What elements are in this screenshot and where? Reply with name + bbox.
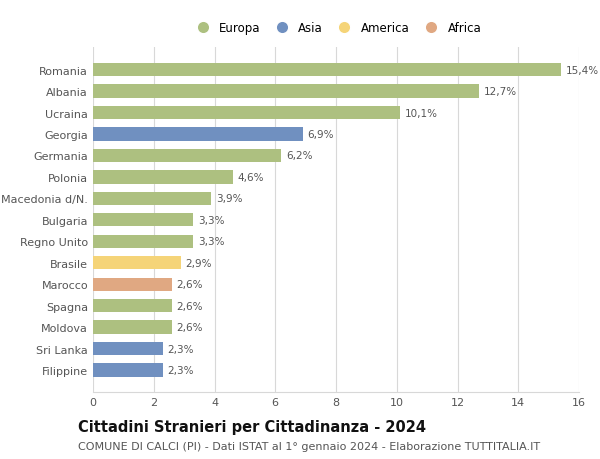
Bar — [93, 192, 211, 206]
Bar — [93, 128, 302, 141]
Text: 2,6%: 2,6% — [176, 322, 203, 332]
Text: 3,3%: 3,3% — [198, 237, 224, 247]
Text: 6,9%: 6,9% — [307, 130, 334, 140]
Text: 2,6%: 2,6% — [176, 301, 203, 311]
Text: 3,3%: 3,3% — [198, 215, 224, 225]
Bar — [93, 106, 400, 120]
Bar — [93, 278, 172, 291]
Text: Cittadini Stranieri per Cittadinanza - 2024: Cittadini Stranieri per Cittadinanza - 2… — [78, 419, 426, 434]
Bar — [93, 150, 281, 163]
Text: 6,2%: 6,2% — [286, 151, 313, 161]
Text: 3,9%: 3,9% — [216, 194, 242, 204]
Bar — [93, 171, 233, 184]
Bar — [93, 64, 561, 77]
Bar — [93, 85, 479, 99]
Bar — [93, 321, 172, 334]
Bar — [93, 364, 163, 377]
Bar — [93, 214, 193, 227]
Bar — [93, 235, 193, 248]
Text: 2,3%: 2,3% — [167, 344, 194, 354]
Text: 2,9%: 2,9% — [185, 258, 212, 268]
Legend: Europa, Asia, America, Africa: Europa, Asia, America, Africa — [188, 20, 484, 37]
Text: 2,6%: 2,6% — [176, 280, 203, 290]
Bar — [93, 257, 181, 270]
Text: 15,4%: 15,4% — [565, 66, 598, 75]
Text: 4,6%: 4,6% — [237, 173, 264, 183]
Text: 12,7%: 12,7% — [484, 87, 517, 97]
Text: 10,1%: 10,1% — [404, 108, 437, 118]
Bar — [93, 299, 172, 313]
Bar — [93, 342, 163, 355]
Text: COMUNE DI CALCI (PI) - Dati ISTAT al 1° gennaio 2024 - Elaborazione TUTTITALIA.I: COMUNE DI CALCI (PI) - Dati ISTAT al 1° … — [78, 441, 540, 451]
Text: 2,3%: 2,3% — [167, 365, 194, 375]
